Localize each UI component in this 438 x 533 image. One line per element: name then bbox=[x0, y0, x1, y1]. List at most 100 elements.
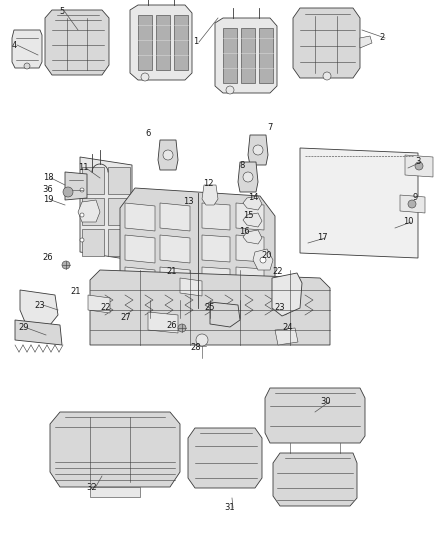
Polygon shape bbox=[82, 229, 104, 256]
Polygon shape bbox=[125, 235, 155, 263]
Circle shape bbox=[253, 145, 263, 155]
Text: 13: 13 bbox=[183, 198, 193, 206]
Circle shape bbox=[80, 238, 84, 242]
Text: 9: 9 bbox=[412, 193, 417, 203]
Text: 4: 4 bbox=[11, 41, 17, 50]
Text: 25: 25 bbox=[205, 303, 215, 312]
Polygon shape bbox=[148, 312, 178, 333]
Polygon shape bbox=[138, 15, 152, 70]
Polygon shape bbox=[293, 8, 360, 78]
Polygon shape bbox=[108, 198, 130, 225]
Text: 27: 27 bbox=[121, 313, 131, 322]
Circle shape bbox=[260, 257, 266, 263]
Polygon shape bbox=[243, 230, 262, 244]
Circle shape bbox=[24, 63, 30, 69]
Polygon shape bbox=[130, 5, 192, 80]
Text: 15: 15 bbox=[243, 211, 253, 220]
Text: 8: 8 bbox=[239, 160, 245, 169]
Polygon shape bbox=[180, 278, 202, 296]
Text: 16: 16 bbox=[239, 228, 249, 237]
Text: 12: 12 bbox=[203, 179, 213, 188]
Circle shape bbox=[63, 187, 73, 197]
Text: 21: 21 bbox=[167, 268, 177, 277]
Polygon shape bbox=[243, 213, 262, 227]
Text: 18: 18 bbox=[42, 174, 53, 182]
Polygon shape bbox=[236, 203, 264, 230]
Polygon shape bbox=[50, 412, 180, 487]
Text: 26: 26 bbox=[167, 320, 177, 329]
Circle shape bbox=[62, 261, 70, 269]
Text: 17: 17 bbox=[317, 233, 327, 243]
Polygon shape bbox=[223, 28, 237, 83]
Text: 36: 36 bbox=[42, 185, 53, 195]
Polygon shape bbox=[65, 172, 87, 200]
Text: 24: 24 bbox=[283, 324, 293, 333]
Polygon shape bbox=[160, 235, 190, 263]
Polygon shape bbox=[82, 198, 104, 225]
Text: 5: 5 bbox=[60, 7, 65, 17]
Circle shape bbox=[226, 86, 234, 94]
Polygon shape bbox=[15, 320, 62, 345]
Text: 2: 2 bbox=[379, 34, 385, 43]
Polygon shape bbox=[108, 167, 130, 194]
Text: 20: 20 bbox=[262, 251, 272, 260]
Circle shape bbox=[408, 200, 416, 208]
Circle shape bbox=[80, 213, 84, 217]
Polygon shape bbox=[174, 15, 188, 70]
Text: 28: 28 bbox=[191, 343, 201, 352]
Polygon shape bbox=[248, 135, 268, 165]
Polygon shape bbox=[253, 249, 273, 270]
Polygon shape bbox=[125, 203, 155, 231]
Polygon shape bbox=[12, 30, 42, 68]
Text: 22: 22 bbox=[273, 268, 283, 277]
Polygon shape bbox=[78, 200, 100, 222]
Polygon shape bbox=[405, 155, 433, 177]
Polygon shape bbox=[272, 273, 302, 316]
Polygon shape bbox=[90, 487, 140, 497]
Polygon shape bbox=[202, 267, 230, 294]
Polygon shape bbox=[45, 10, 109, 75]
Polygon shape bbox=[125, 267, 155, 295]
Polygon shape bbox=[80, 157, 132, 260]
Circle shape bbox=[323, 72, 331, 80]
Polygon shape bbox=[241, 28, 255, 83]
Circle shape bbox=[196, 334, 208, 346]
Text: 6: 6 bbox=[145, 128, 151, 138]
Polygon shape bbox=[236, 267, 264, 294]
Text: 30: 30 bbox=[321, 398, 331, 407]
Circle shape bbox=[80, 188, 84, 192]
Circle shape bbox=[415, 162, 423, 170]
Polygon shape bbox=[259, 28, 273, 83]
Polygon shape bbox=[300, 148, 418, 258]
Text: 23: 23 bbox=[275, 303, 285, 312]
Circle shape bbox=[243, 172, 253, 182]
Polygon shape bbox=[120, 288, 280, 323]
Polygon shape bbox=[238, 162, 258, 192]
Text: 14: 14 bbox=[248, 193, 258, 203]
Ellipse shape bbox=[380, 194, 400, 222]
Text: 1: 1 bbox=[193, 37, 198, 46]
Text: 26: 26 bbox=[42, 254, 53, 262]
Polygon shape bbox=[160, 203, 190, 231]
Polygon shape bbox=[360, 36, 372, 48]
Circle shape bbox=[163, 150, 173, 160]
Polygon shape bbox=[120, 188, 275, 313]
Circle shape bbox=[141, 73, 149, 81]
Text: 19: 19 bbox=[43, 196, 53, 205]
Polygon shape bbox=[188, 428, 262, 488]
Circle shape bbox=[178, 324, 186, 332]
Polygon shape bbox=[400, 195, 425, 213]
Polygon shape bbox=[88, 295, 110, 313]
Polygon shape bbox=[243, 196, 262, 210]
Polygon shape bbox=[20, 290, 58, 325]
Polygon shape bbox=[202, 203, 230, 230]
Text: 31: 31 bbox=[225, 504, 235, 513]
Text: 10: 10 bbox=[403, 217, 413, 227]
Polygon shape bbox=[275, 328, 298, 345]
Text: 29: 29 bbox=[19, 324, 29, 333]
Polygon shape bbox=[236, 235, 264, 262]
Ellipse shape bbox=[331, 174, 359, 212]
Polygon shape bbox=[202, 185, 218, 205]
Polygon shape bbox=[210, 302, 240, 327]
Polygon shape bbox=[108, 229, 130, 256]
